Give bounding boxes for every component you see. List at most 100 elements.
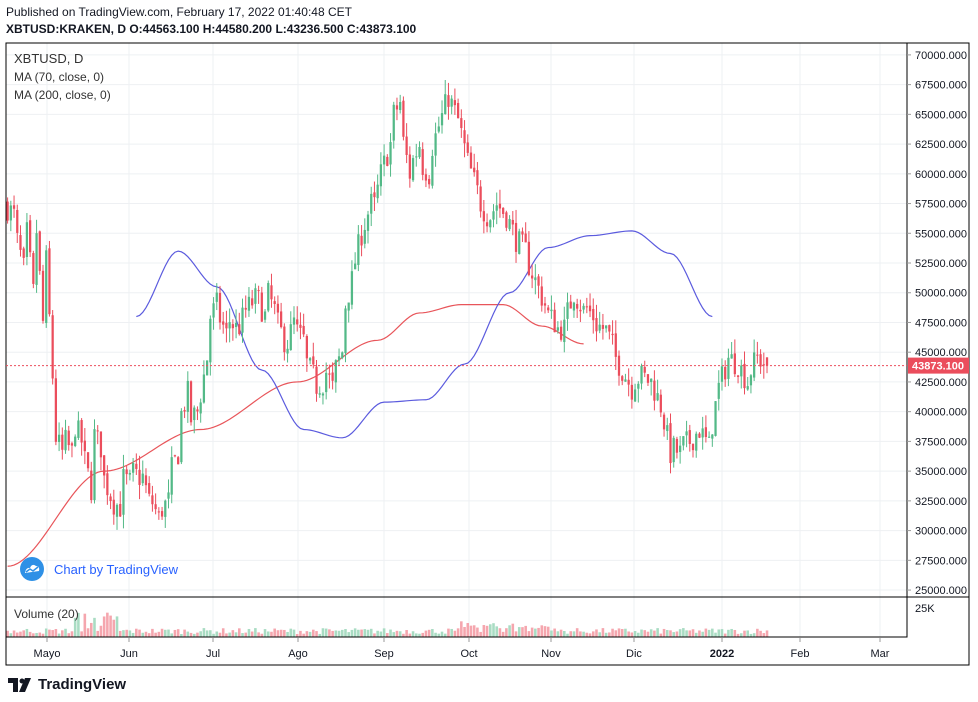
candle-body — [727, 357, 730, 379]
volume-bar — [167, 629, 170, 637]
candle-body — [267, 283, 270, 311]
candle-body — [225, 322, 228, 329]
candle-body — [183, 410, 186, 412]
volume-bar — [418, 633, 421, 637]
candle-body — [518, 231, 521, 254]
candle-body — [543, 303, 547, 306]
volume-bar — [492, 623, 495, 637]
volume-bar — [22, 630, 25, 637]
volume-bar — [398, 631, 402, 637]
volume-bar — [299, 630, 302, 637]
candle-body — [341, 352, 344, 359]
candle-body — [672, 437, 675, 463]
candle-body — [370, 193, 373, 214]
volume-bar — [273, 628, 276, 637]
current-price-tag: 43873.100 — [6, 357, 969, 374]
volume-bar — [685, 630, 688, 637]
volume-bar — [80, 631, 83, 637]
candle-body — [280, 311, 283, 328]
candle-body — [45, 250, 48, 324]
volume-bar — [340, 629, 344, 637]
candle-body — [431, 155, 434, 186]
candle-body — [411, 158, 415, 181]
volume-bar — [189, 632, 193, 637]
candle-body — [746, 386, 749, 390]
candle-body — [308, 358, 312, 361]
candle-body — [350, 271, 354, 305]
candle-body — [756, 354, 759, 356]
candle-body — [559, 326, 563, 340]
candle-body — [463, 130, 466, 144]
candle-body — [57, 434, 61, 443]
volume-bar — [611, 628, 614, 637]
candle-body — [115, 504, 119, 517]
legend-ma200[interactable]: MA (200, close, 0) — [14, 88, 111, 102]
volume-bar — [331, 630, 334, 637]
legend-volume[interactable]: Volume (20) — [14, 607, 79, 621]
candle-body — [360, 235, 363, 246]
volume-bar — [598, 632, 601, 637]
volume-bar — [263, 629, 267, 637]
volume-bar — [135, 628, 138, 637]
candle-body — [334, 360, 337, 383]
candle-body — [485, 222, 489, 227]
x-tick-label: Dic — [626, 648, 642, 660]
volume-bar — [64, 628, 67, 637]
candle-body — [424, 174, 428, 181]
candle-body — [205, 360, 209, 376]
legend-ma70[interactable]: MA (70, close, 0) — [14, 70, 105, 84]
volume-bar — [447, 628, 450, 637]
volume-bar — [656, 628, 659, 637]
volume-bar — [389, 629, 392, 637]
volume-bar — [627, 631, 630, 637]
volume-bar — [733, 629, 737, 637]
candle-body — [354, 263, 357, 270]
candle-body — [238, 324, 241, 335]
candle-body — [598, 324, 601, 331]
volume-bar — [48, 629, 51, 637]
volume-bar — [276, 630, 280, 637]
volume-bar — [649, 629, 653, 637]
volume-bar — [440, 631, 444, 637]
candle-body — [682, 436, 685, 446]
plot-border — [5, 42, 908, 638]
y-tick-label: 30000.000 — [915, 526, 967, 538]
candle-body — [141, 473, 144, 484]
volume-bar — [704, 628, 708, 637]
candle-body — [344, 308, 347, 354]
candle-body — [653, 380, 656, 401]
x-tick-label: Jun — [120, 648, 138, 660]
y-tick-label: 47500.000 — [915, 317, 967, 329]
volume-bar — [566, 633, 569, 637]
chart-watermark[interactable]: Chart by TradingView — [20, 557, 178, 581]
candle-body — [247, 296, 251, 311]
legend-symbol: XBTUSD, D — [14, 51, 84, 66]
candle-body — [273, 301, 276, 305]
outer-border — [5, 42, 970, 666]
volume-bar — [678, 629, 682, 637]
footer-brand[interactable]: TradingView — [8, 676, 126, 693]
candle-body — [77, 420, 80, 438]
volume-bar — [579, 631, 582, 637]
volume-bar — [431, 628, 434, 637]
candle-body — [521, 231, 524, 235]
volume-bar — [176, 629, 180, 637]
volume-bar — [128, 630, 132, 637]
volume-bar — [215, 631, 219, 637]
candle-body — [318, 393, 321, 395]
volume-bar — [118, 630, 122, 637]
volume-bar — [601, 628, 605, 637]
volume-bar — [476, 627, 479, 637]
candle-body — [202, 374, 206, 403]
volume-bar — [723, 633, 727, 637]
volume-bar — [460, 621, 463, 637]
volume-bar — [421, 632, 424, 637]
volume-bar — [395, 630, 399, 637]
volume-bar — [376, 630, 379, 637]
candle-body — [605, 325, 608, 329]
volume-bar — [334, 630, 338, 637]
volume-bar — [453, 630, 457, 637]
candle-body — [720, 366, 724, 382]
volume-bar — [614, 630, 618, 637]
